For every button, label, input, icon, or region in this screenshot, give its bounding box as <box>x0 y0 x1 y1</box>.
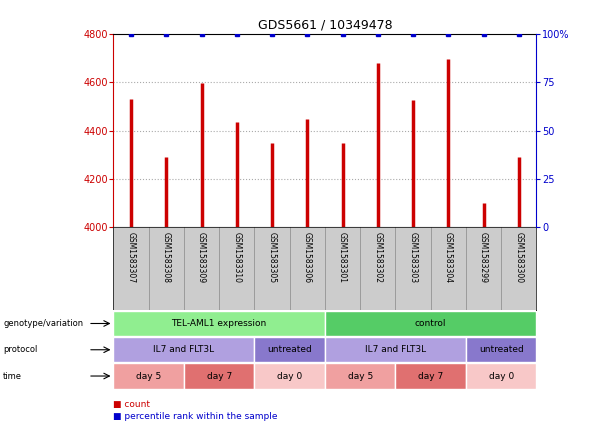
Bar <box>466 363 536 389</box>
Text: day 0: day 0 <box>489 371 514 381</box>
Text: ■ percentile rank within the sample: ■ percentile rank within the sample <box>113 412 278 421</box>
Text: protocol: protocol <box>3 345 37 354</box>
Bar <box>395 363 466 389</box>
Text: untreated: untreated <box>267 345 312 354</box>
Text: day 7: day 7 <box>418 371 443 381</box>
Text: IL7 and FLT3L: IL7 and FLT3L <box>365 345 426 354</box>
Text: GSM1583308: GSM1583308 <box>162 231 171 283</box>
Text: genotype/variation: genotype/variation <box>3 319 83 328</box>
Text: time: time <box>3 371 22 381</box>
Text: ■ count: ■ count <box>113 400 150 409</box>
Text: GSM1583306: GSM1583306 <box>303 231 312 283</box>
Text: untreated: untreated <box>479 345 524 354</box>
Text: GSM1583309: GSM1583309 <box>197 231 206 283</box>
Text: TEL-AML1 expression: TEL-AML1 expression <box>172 319 267 328</box>
Text: GSM1583303: GSM1583303 <box>408 231 417 283</box>
Bar <box>325 363 395 389</box>
Text: GSM1583300: GSM1583300 <box>514 231 524 283</box>
Text: GSM1583307: GSM1583307 <box>126 231 135 283</box>
Text: GSM1583305: GSM1583305 <box>267 231 276 283</box>
Text: GSM1583302: GSM1583302 <box>373 231 383 283</box>
Bar <box>184 363 254 389</box>
Bar <box>254 337 325 363</box>
Bar <box>113 337 254 363</box>
Title: GDS5661 / 10349478: GDS5661 / 10349478 <box>257 18 392 31</box>
Bar <box>325 337 466 363</box>
Text: day 5: day 5 <box>348 371 373 381</box>
Bar <box>466 337 536 363</box>
Text: GSM1583304: GSM1583304 <box>444 231 453 283</box>
Bar <box>113 363 184 389</box>
Bar <box>254 363 325 389</box>
Bar <box>325 311 536 336</box>
Text: GSM1583299: GSM1583299 <box>479 231 488 283</box>
Text: day 0: day 0 <box>277 371 302 381</box>
Bar <box>113 311 325 336</box>
Text: GSM1583301: GSM1583301 <box>338 231 347 283</box>
Text: GSM1583310: GSM1583310 <box>232 231 242 283</box>
Text: day 5: day 5 <box>136 371 161 381</box>
Text: IL7 and FLT3L: IL7 and FLT3L <box>153 345 215 354</box>
Text: day 7: day 7 <box>207 371 232 381</box>
Text: control: control <box>415 319 446 328</box>
